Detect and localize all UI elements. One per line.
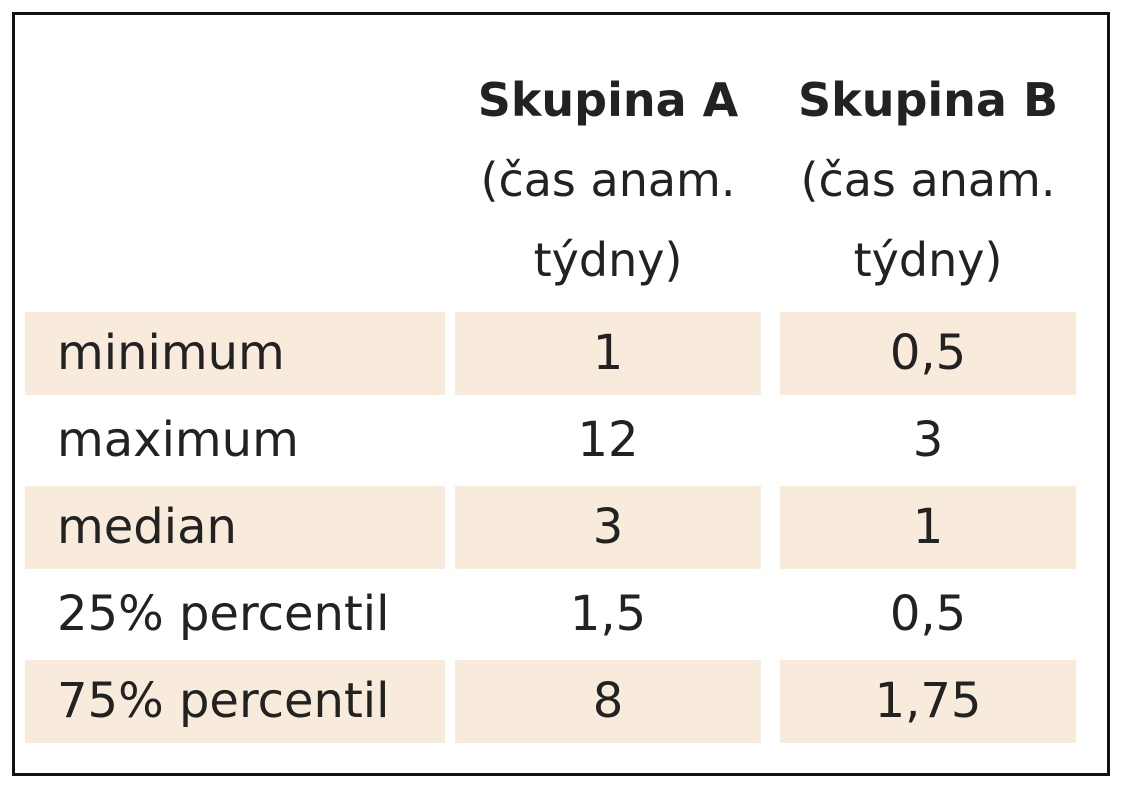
row-label: maximum bbox=[57, 412, 299, 468]
table-frame bbox=[12, 12, 1110, 776]
table-cell: 1 bbox=[780, 486, 1076, 569]
column-subtitle: týdny) bbox=[533, 233, 683, 287]
table-cell: 0,5 bbox=[889, 586, 967, 642]
table-cell: 3 bbox=[455, 486, 761, 569]
table-cell: 0,5 bbox=[780, 312, 1076, 395]
table-cell: 8 bbox=[455, 660, 761, 743]
table-cell: 12 bbox=[577, 412, 639, 468]
column-subtitle: (čas anam. bbox=[800, 153, 1056, 207]
column-title: Skupina A bbox=[477, 73, 739, 127]
column-header: Skupina B (čas anam. týdny) bbox=[780, 60, 1076, 300]
table-cell: 3 bbox=[912, 412, 944, 468]
table-cell: 1,5 bbox=[569, 586, 647, 642]
row-label: 75% percentil bbox=[25, 660, 445, 743]
column-header: Skupina A (čas anam. týdny) bbox=[455, 60, 761, 300]
row-label: minimum bbox=[25, 312, 445, 395]
table-cell: 1,75 bbox=[780, 660, 1076, 743]
row-label: 25% percentil bbox=[57, 586, 390, 642]
column-subtitle: (čas anam. bbox=[480, 153, 736, 207]
column-title: Skupina B bbox=[797, 73, 1059, 127]
table-cell: 1 bbox=[455, 312, 761, 395]
column-subtitle: týdny) bbox=[853, 233, 1003, 287]
row-label: median bbox=[25, 486, 445, 569]
